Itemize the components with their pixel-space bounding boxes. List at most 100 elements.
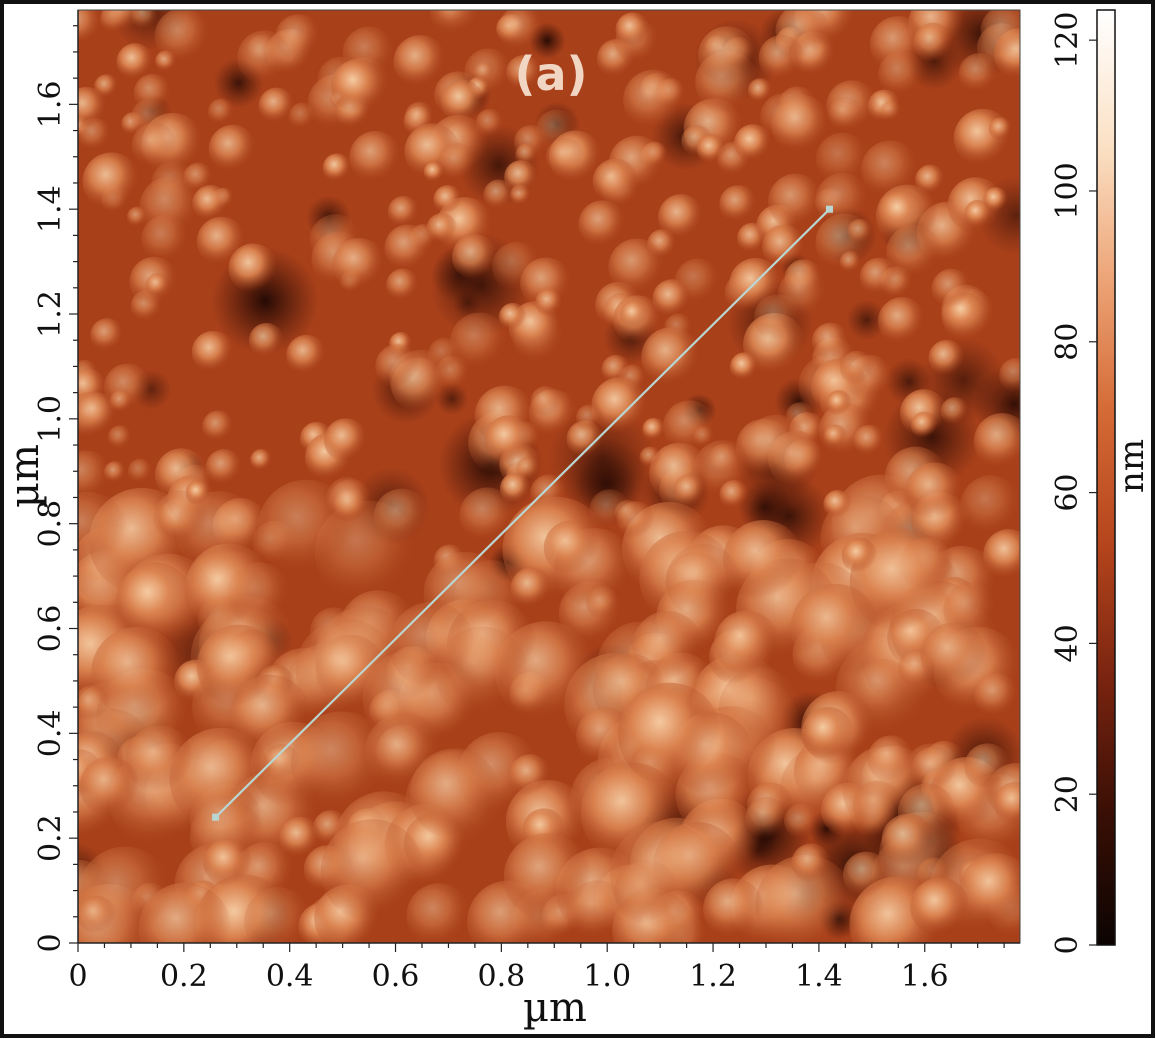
- grain: [878, 50, 925, 98]
- grain: [404, 101, 435, 132]
- grain: [841, 537, 878, 574]
- grain: [82, 152, 141, 211]
- grain: [131, 122, 177, 168]
- grain: [331, 59, 385, 114]
- grain: [145, 273, 170, 298]
- y-tick-label: 1.0: [33, 395, 68, 443]
- colorbar: [1096, 9, 1116, 946]
- grain: [915, 164, 946, 195]
- grain: [608, 238, 666, 296]
- grain: [815, 172, 870, 228]
- grain: [931, 268, 972, 309]
- y-tick-label: 0.4: [33, 709, 68, 757]
- grain: [90, 318, 125, 353]
- grain: [503, 833, 592, 921]
- grain: [451, 234, 498, 280]
- grain: [639, 446, 662, 469]
- grain: [290, 711, 392, 813]
- grain: [169, 727, 273, 831]
- grain: [433, 185, 463, 215]
- grain: [729, 352, 759, 382]
- depression: [846, 299, 887, 341]
- grain: [244, 887, 313, 943]
- grain: [920, 622, 987, 689]
- grain: [673, 474, 706, 507]
- grain: [877, 297, 926, 346]
- grain: [320, 819, 425, 923]
- grain: [771, 94, 831, 154]
- grain: [791, 843, 831, 884]
- x-tick-label: 0.2: [160, 959, 208, 994]
- colorbar-tick-label: 20: [1050, 775, 1085, 813]
- grain: [575, 404, 603, 432]
- grain: [78, 895, 117, 935]
- y-tick-label: 0: [33, 933, 68, 952]
- grain: [708, 443, 742, 478]
- grain: [154, 10, 212, 65]
- y-tick-label: 1.2: [33, 290, 68, 338]
- grain: [719, 480, 749, 510]
- grain: [116, 562, 195, 641]
- grain: [861, 140, 920, 200]
- grain: [652, 279, 692, 318]
- x-axis-label: µm: [523, 985, 587, 1031]
- depression: [453, 289, 482, 318]
- grain: [202, 410, 235, 443]
- grain: [205, 449, 243, 487]
- grain: [826, 390, 852, 416]
- grain: [510, 567, 552, 609]
- grain: [642, 417, 666, 442]
- grain: [703, 878, 765, 940]
- x-tick-label: 1.2: [689, 959, 737, 994]
- grain: [828, 96, 863, 132]
- grain: [545, 137, 585, 177]
- colorbar-axis: 0 20 40 60 80 100 120: [1050, 12, 1097, 955]
- grain: [498, 10, 544, 52]
- grain: [842, 851, 890, 899]
- grain: [196, 624, 281, 709]
- grain: [619, 299, 650, 329]
- grain: [373, 488, 430, 545]
- colorbar-tick-label: 100: [1050, 162, 1085, 219]
- height-map: [78, 10, 1020, 943]
- x-tick-label: 0: [68, 959, 87, 994]
- grain: [78, 86, 108, 129]
- grain: [78, 450, 112, 502]
- grain: [988, 117, 1013, 141]
- y-tick-label: 1.6: [33, 80, 68, 128]
- grain: [131, 10, 159, 30]
- grain: [762, 224, 806, 269]
- x-tick-label: 1.6: [901, 959, 949, 994]
- y-tick-label: 0.8: [33, 500, 68, 548]
- grain: [641, 327, 702, 388]
- grain: [349, 131, 402, 184]
- grain: [429, 10, 483, 37]
- grain: [854, 658, 913, 717]
- grain: [910, 877, 970, 938]
- grain: [127, 458, 154, 484]
- grain: [78, 10, 103, 46]
- grain: [973, 413, 1020, 470]
- grain: [441, 79, 485, 124]
- y-tick-label: 0.2: [33, 814, 68, 862]
- x-tick-label: 1.4: [795, 959, 843, 994]
- colorbar-label: nm: [1112, 439, 1152, 493]
- grain: [208, 124, 257, 173]
- grain: [78, 685, 111, 722]
- grain: [878, 189, 924, 235]
- grain: [364, 712, 444, 792]
- grain: [913, 22, 954, 63]
- grain: [423, 161, 445, 183]
- x-tick-label: 0.4: [266, 959, 314, 994]
- grain: [623, 69, 685, 132]
- grain: [109, 389, 134, 414]
- grain: [141, 214, 191, 264]
- grain: [960, 475, 1020, 537]
- grain: [78, 392, 118, 435]
- grain: [506, 54, 542, 91]
- x-tick-label: 1.0: [583, 959, 631, 994]
- grain: [589, 489, 631, 530]
- grain: [880, 100, 903, 123]
